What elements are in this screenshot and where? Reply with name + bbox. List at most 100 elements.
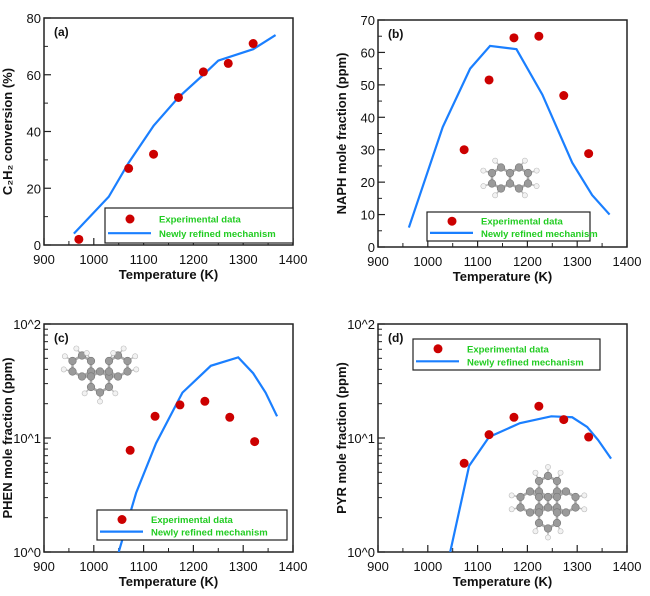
carbon-atom	[534, 518, 544, 528]
y-tick-label: 10	[361, 208, 375, 223]
hydrogen-atom	[97, 398, 103, 405]
x-tick-label: 1400	[613, 559, 642, 574]
model-line	[407, 44, 611, 228]
hydrogen-atom	[581, 506, 588, 513]
experimental-point	[200, 396, 210, 406]
legend-label-model: Newly refined mechanism	[467, 357, 584, 368]
hydrogen-atom	[533, 183, 540, 190]
carbon-atom	[523, 179, 533, 188]
hydrogen-atom	[533, 167, 540, 174]
hydrogen-atom	[480, 183, 487, 190]
hydrogen-atom	[532, 528, 539, 535]
legend-box	[426, 211, 591, 242]
y-tick-label: 20	[361, 175, 375, 190]
hydrogen-atom	[132, 353, 139, 360]
x-tick-label: 1200	[513, 559, 542, 574]
experimental-point	[509, 33, 519, 43]
x-tick-label: 1100	[130, 252, 158, 267]
y-tick-label: 0	[34, 238, 41, 253]
carbon-atom	[525, 487, 535, 496]
legend-label-experimental: Experimental data	[481, 217, 564, 228]
carbon-atom	[104, 367, 114, 376]
y-tick-label: 20	[27, 181, 41, 196]
carbon-atom	[86, 356, 96, 366]
y-tick-label: 10^1	[13, 431, 41, 446]
x-axis-title: Temperature (K)	[453, 574, 552, 589]
panel-d: 900 1000 1100 1200 1300 1400 10^0 10^1 10^2 Tempe…	[334, 317, 641, 589]
hydrogen-atom	[545, 464, 551, 470]
carbon-atom	[543, 524, 553, 533]
panel-label: (b)	[388, 27, 403, 41]
hydrogen-atom	[120, 345, 127, 352]
legend-box	[104, 207, 294, 244]
panel-label: (a)	[54, 25, 69, 39]
x-tick-label: 900	[33, 252, 55, 267]
experimental-point	[225, 412, 235, 422]
x-tick-label: 1300	[563, 254, 592, 269]
carbon-atom	[496, 184, 506, 193]
x-tick-label: 1100	[464, 254, 492, 269]
x-tick-label: 1300	[229, 252, 258, 267]
y-tick-label: 10^1	[347, 431, 375, 446]
carbon-atom	[86, 382, 96, 392]
legend-marker-experimental	[447, 216, 457, 226]
x-tick-label: 900	[33, 559, 55, 574]
carbon-atom	[543, 471, 553, 481]
y-tick-label: 10^0	[347, 545, 375, 560]
hydrogen-atom	[83, 350, 90, 356]
x-tick-label: 1100	[130, 559, 158, 574]
experimental-point	[125, 445, 135, 455]
carbon-atom	[516, 492, 525, 502]
experimental-point	[198, 67, 208, 77]
experimental-point	[509, 412, 519, 422]
legend-label-model: Newly refined mechanism	[151, 528, 268, 539]
experimental-point	[150, 411, 160, 421]
y-axis-title: PHEN mole fraction (ppm)	[0, 357, 15, 518]
x-tick-label: 1300	[229, 559, 258, 574]
experimental-point	[484, 75, 494, 85]
y-axis-title: PYR mole fraction (ppm)	[334, 362, 349, 514]
y-axis-title: C₂H₂ conversion (%)	[0, 68, 15, 195]
y-tick-label: 60	[361, 45, 375, 60]
carbon-atom	[571, 492, 580, 502]
legend-marker-experimental	[117, 515, 127, 524]
carbon-atom	[496, 163, 506, 172]
x-tick-label: 900	[367, 254, 389, 269]
y-tick-label: 10^2	[347, 317, 375, 332]
hydrogen-atom	[133, 366, 140, 373]
model-line	[117, 356, 279, 552]
experimental-point	[248, 39, 258, 49]
y-axis-title: NAPH mole fraction (ppm)	[334, 53, 349, 215]
carbon-atom	[552, 492, 562, 502]
experimental-point	[173, 92, 183, 102]
hydrogen-atom	[492, 192, 499, 199]
carbon-atom	[123, 367, 132, 376]
carbon-atom	[552, 508, 562, 517]
experimental-point	[459, 145, 469, 155]
x-tick-label: 1000	[79, 252, 108, 267]
model-line	[449, 415, 612, 552]
carbon-atom	[123, 356, 132, 366]
y-tick-label: 60	[27, 68, 41, 83]
carbon-atom	[534, 492, 544, 502]
x-tick-label: 900	[367, 559, 389, 574]
carbon-atom	[68, 367, 77, 376]
phenanthrene-molecule-icon	[60, 345, 140, 405]
hydrogen-atom	[581, 492, 588, 499]
carbon-atom	[552, 476, 562, 486]
legend-label-experimental: Experimental data	[467, 344, 550, 355]
legend-marker-experimental	[125, 214, 135, 224]
y-tick-label: 70	[361, 13, 375, 28]
x-axis-title: Temperature (K)	[453, 269, 552, 284]
y-tick-label: 30	[361, 143, 375, 158]
carbon-atom	[487, 179, 497, 188]
hydrogen-atom	[557, 528, 564, 535]
x-tick-label: 1400	[279, 559, 308, 574]
carbon-atom	[86, 372, 96, 381]
hydrogen-atom	[508, 492, 515, 499]
x-tick-label: 1200	[179, 252, 208, 267]
carbon-atom	[95, 388, 105, 397]
carbon-atom	[487, 168, 497, 178]
experimental-point	[250, 437, 260, 447]
carbon-atom	[505, 168, 515, 178]
